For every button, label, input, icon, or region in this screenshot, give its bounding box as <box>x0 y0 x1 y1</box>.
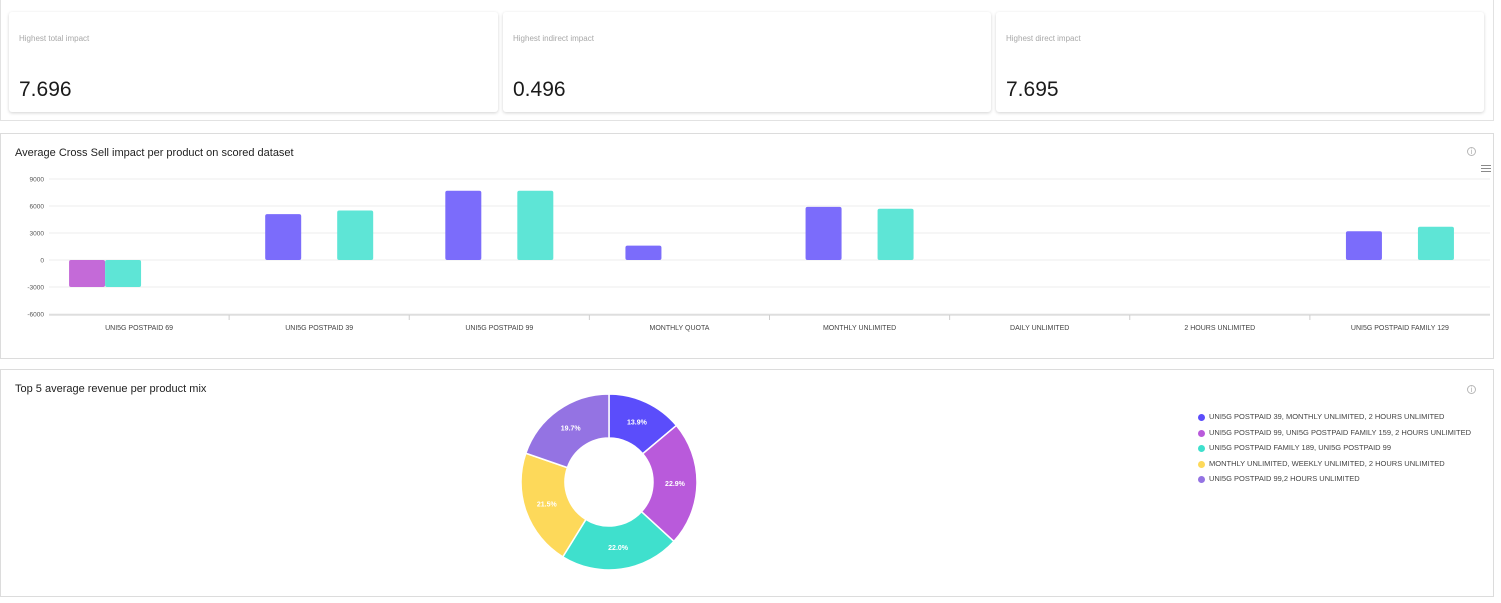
legend-label: UNI5G POSTPAID 99, UNI5G POSTPAID FAMILY… <box>1209 427 1472 437</box>
legend-dot <box>1198 476 1205 483</box>
kpi-value: 0.496 <box>513 78 566 101</box>
kpi-card-direct-impact: Highest direct impact 7.695 <box>996 12 1484 112</box>
legend-label: UNI5G POSTPAID 99,2 HOURS UNLIMITED <box>1209 474 1360 483</box>
hamburger-menu-icon[interactable] <box>1481 165 1491 174</box>
legend-dot <box>1198 429 1205 437</box>
bar-chart-title: Average Cross Sell impact per product on… <box>15 147 294 159</box>
kpi-card-total-impact: Highest total impact 7.696 <box>9 12 498 112</box>
kpi-label: Highest indirect impact <box>513 34 594 43</box>
legend-label: MONTHLY UNLIMITED, WEEKLY UNLIMITED, 2 H… <box>1209 458 1445 468</box>
legend-dot <box>1198 414 1205 421</box>
kpi-value: 7.696 <box>19 78 72 101</box>
pie-chart-panel: Top 5 average revenue per product mix i <box>0 369 1494 597</box>
legend-label: UNI5G POSTPAID FAMILY 189, UNI5G POSTPAI… <box>1209 443 1392 452</box>
kpi-label: Highest total impact <box>19 34 90 43</box>
info-icon[interactable]: i <box>1467 385 1476 394</box>
bar-chart-panel: Average Cross Sell impact per product on… <box>0 133 1494 359</box>
pie-legend: UNI5G POSTPAID 39, MONTHLY UNLIMITED, 2 … <box>1198 411 1471 489</box>
legend-item[interactable]: UNI5G POSTPAID 99,2 HOURS UNLIMITED <box>1198 473 1471 489</box>
kpi-label: Highest direct impact <box>1006 34 1081 43</box>
kpi-section: Highest total impact 7.696 Highest indir… <box>0 0 1494 121</box>
kpi-card-indirect-impact: Highest indirect impact 0.496 <box>503 12 991 112</box>
info-icon[interactable]: i <box>1467 147 1476 156</box>
pie-chart-title: Top 5 average revenue per product mix <box>15 383 207 395</box>
kpi-value: 7.695 <box>1006 78 1059 101</box>
legend-label: UNI5G POSTPAID 39, MONTHLY UNLIMITED, 2 … <box>1209 412 1445 421</box>
legend-dot <box>1198 445 1205 452</box>
legend-item[interactable]: MONTHLY UNLIMITED, WEEKLY UNLIMITED, 2 H… <box>1198 458 1471 474</box>
legend-item[interactable]: UNI5G POSTPAID FAMILY 189, UNI5G POSTPAI… <box>1198 442 1471 458</box>
legend-dot <box>1198 460 1205 468</box>
legend-item[interactable]: UNI5G POSTPAID 99, UNI5G POSTPAID FAMILY… <box>1198 427 1471 443</box>
legend-item[interactable]: UNI5G POSTPAID 39, MONTHLY UNLIMITED, 2 … <box>1198 411 1471 427</box>
